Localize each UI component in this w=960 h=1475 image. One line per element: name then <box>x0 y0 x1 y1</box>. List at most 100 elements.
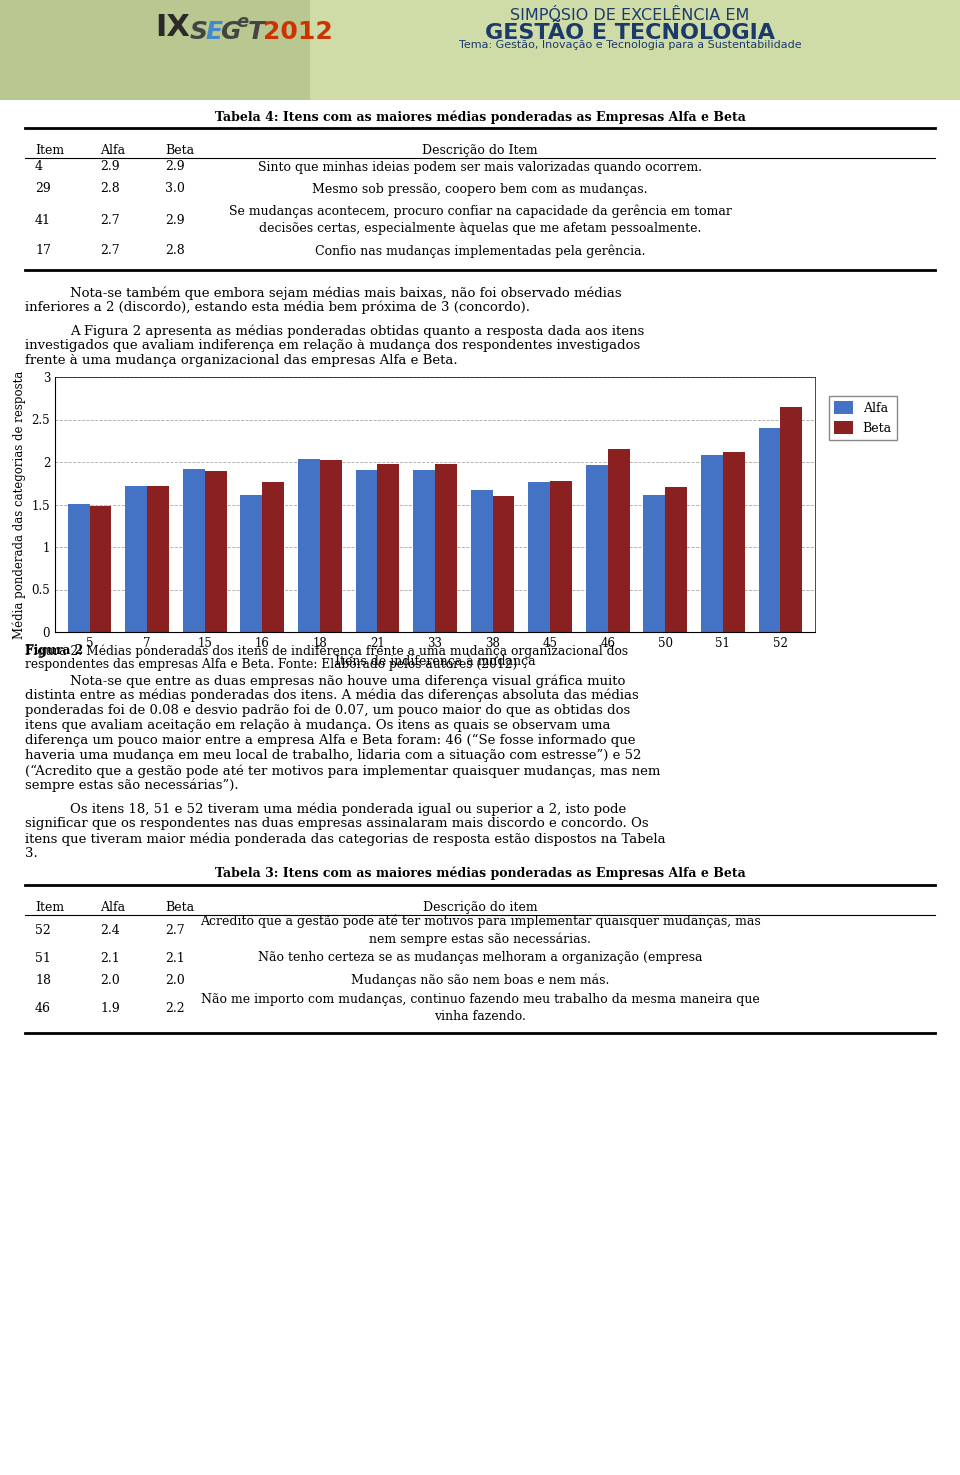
Text: Não tenho certeza se as mudanças melhoram a organização (empresa: Não tenho certeza se as mudanças melhora… <box>257 951 703 965</box>
Text: 46: 46 <box>35 1002 51 1015</box>
Text: GESTÃO E TECNOLOGIA: GESTÃO E TECNOLOGIA <box>485 24 775 43</box>
Text: diferença um pouco maior entre a empresa Alfa e Beta foram: 46 (“Se fosse inform: diferença um pouco maior entre a empresa… <box>25 735 636 748</box>
Bar <box>67 503 89 631</box>
Text: Nota-se também que embora sejam médias mais baixas, não foi observado médias: Nota-se também que embora sejam médias m… <box>70 286 622 299</box>
Text: 29: 29 <box>35 183 51 196</box>
Bar <box>701 456 723 631</box>
Bar <box>89 506 111 631</box>
Text: significar que os respondentes nas duas empresas assinalaram mais discordo e con: significar que os respondentes nas duas … <box>25 817 649 830</box>
Text: Mudanças não são nem boas e nem más.: Mudanças não são nem boas e nem más. <box>350 974 610 987</box>
Text: A Figura 2 apresenta as médias ponderadas obtidas quanto a resposta dada aos ite: A Figura 2 apresenta as médias ponderada… <box>70 324 644 338</box>
Text: Figura 2: Figura 2 <box>25 645 84 656</box>
Text: 52: 52 <box>35 923 51 937</box>
Text: Alfa: Alfa <box>100 901 125 914</box>
Text: e: e <box>236 13 249 31</box>
Bar <box>586 466 608 631</box>
Bar <box>435 463 457 631</box>
Text: E: E <box>205 21 222 44</box>
Bar <box>608 450 630 631</box>
Text: Item: Item <box>35 145 64 156</box>
Text: Não me importo com mudanças, continuo fazendo meu trabalho da mesma maneira que
: Não me importo com mudanças, continuo fa… <box>201 993 759 1024</box>
Bar <box>125 485 147 631</box>
Text: 2.9: 2.9 <box>165 161 184 174</box>
Text: Sinto que minhas ideias podem ser mais valorizadas quando ocorrem.: Sinto que minhas ideias podem ser mais v… <box>258 161 702 174</box>
Text: 18: 18 <box>35 974 51 987</box>
Text: 2.0: 2.0 <box>165 974 184 987</box>
Text: 2.7: 2.7 <box>100 214 120 227</box>
Text: G: G <box>220 21 241 44</box>
Text: 2.1: 2.1 <box>165 951 184 965</box>
Bar <box>310 0 960 100</box>
Text: T: T <box>248 21 265 44</box>
Bar <box>665 487 687 631</box>
Text: Alfa: Alfa <box>100 145 125 156</box>
Text: Se mudanças acontecem, procuro confiar na capacidade da gerência em tomar
decisõ: Se mudanças acontecem, procuro confiar n… <box>228 205 732 235</box>
Text: 2.8: 2.8 <box>165 245 184 258</box>
Text: 2.7: 2.7 <box>165 923 184 937</box>
Text: 2.4: 2.4 <box>100 923 120 937</box>
Text: Confio nas mudanças implementadas pela gerência.: Confio nas mudanças implementadas pela g… <box>315 245 645 258</box>
Text: 2.8: 2.8 <box>100 183 120 196</box>
Text: 4: 4 <box>35 161 43 174</box>
Text: haveria uma mudança em meu local de trabalho, lidaria com a situação com estress: haveria uma mudança em meu local de trab… <box>25 749 641 763</box>
Bar <box>262 482 284 631</box>
Text: IX: IX <box>155 13 190 41</box>
Text: Descrição do Item: Descrição do Item <box>422 145 538 156</box>
Bar <box>355 469 377 631</box>
Text: 2.9: 2.9 <box>100 161 120 174</box>
Text: inferiores a 2 (discordo), estando esta média bem próxima de 3 (concordo).: inferiores a 2 (discordo), estando esta … <box>25 301 530 314</box>
Bar <box>528 481 550 631</box>
Bar <box>298 459 320 631</box>
Text: 17: 17 <box>35 245 51 258</box>
Bar <box>413 469 435 631</box>
Text: Mesmo sob pressão, coopero bem com as mudanças.: Mesmo sob pressão, coopero bem com as mu… <box>312 183 648 196</box>
Bar <box>377 463 399 631</box>
Bar <box>182 469 204 631</box>
Bar <box>147 485 169 631</box>
Bar <box>780 407 803 631</box>
Text: 2.9: 2.9 <box>165 214 184 227</box>
Text: Figura 2: Médias ponderadas dos itens de indiferença frente a uma mudança organi: Figura 2: Médias ponderadas dos itens de… <box>25 645 628 658</box>
Text: 1.9: 1.9 <box>100 1002 120 1015</box>
Text: Acredito que a gestão pode até ter motivos para implementar quaisquer mudanças, : Acredito que a gestão pode até ter motiv… <box>200 914 760 945</box>
Text: 41: 41 <box>35 214 51 227</box>
Bar <box>758 428 780 631</box>
Y-axis label: Média ponderada das categorias de resposta: Média ponderada das categorias de respos… <box>12 370 26 639</box>
Text: Beta: Beta <box>165 145 194 156</box>
Text: 3.0: 3.0 <box>165 183 185 196</box>
Text: distinta entre as médias ponderadas dos itens. A média das diferenças absoluta d: distinta entre as médias ponderadas dos … <box>25 689 638 702</box>
Bar <box>550 481 572 631</box>
Bar <box>320 460 342 631</box>
Text: Tema: Gestão, Inovação e Tecnologia para a Sustentabilidade: Tema: Gestão, Inovação e Tecnologia para… <box>459 40 802 50</box>
Text: 51: 51 <box>35 951 51 965</box>
Text: 2.0: 2.0 <box>100 974 120 987</box>
Bar <box>204 471 227 631</box>
Text: frente à uma mudança organizacional das empresas Alfa e Beta.: frente à uma mudança organizacional das … <box>25 354 458 367</box>
Bar <box>723 451 745 631</box>
Text: respondentes das empresas Alfa e Beta. Fonte: Elaborado pelos autores (2012): respondentes das empresas Alfa e Beta. F… <box>25 658 517 671</box>
Text: Os itens 18, 51 e 52 tiveram uma média ponderada igual ou superior a 2, isto pod: Os itens 18, 51 e 52 tiveram uma média p… <box>70 802 626 816</box>
Text: S: S <box>190 21 208 44</box>
Text: Tabela 3: Itens com as maiores médias ponderadas as Empresas Alfa e Beta: Tabela 3: Itens com as maiores médias po… <box>215 867 745 881</box>
Text: 2.7: 2.7 <box>100 245 120 258</box>
Text: sempre estas são necessárias”).: sempre estas são necessárias”). <box>25 779 239 792</box>
Bar <box>0 0 960 100</box>
Text: Nota-se que entre as duas empresas não houve uma diferença visual gráfica muito: Nota-se que entre as duas empresas não h… <box>70 674 625 687</box>
Bar <box>240 496 262 631</box>
Bar <box>470 490 492 631</box>
X-axis label: Itens de indiferença à mudança: Itens de indiferença à mudança <box>335 655 536 668</box>
Text: (“Acredito que a gestão pode até ter motivos para implementar quaisquer mudanças: (“Acredito que a gestão pode até ter mot… <box>25 764 660 777</box>
Text: 2.2: 2.2 <box>165 1002 184 1015</box>
Text: investigados que avaliam indiferença em relação à mudança dos respondentes inves: investigados que avaliam indiferença em … <box>25 339 640 353</box>
Legend: Alfa, Beta: Alfa, Beta <box>828 395 897 440</box>
Text: Beta: Beta <box>165 901 194 914</box>
Text: Item: Item <box>35 901 64 914</box>
Text: 2012: 2012 <box>263 21 333 44</box>
Text: Descrição do item: Descrição do item <box>422 901 538 914</box>
Text: itens que tiveram maior média ponderada das categorias de resposta estão dispost: itens que tiveram maior média ponderada … <box>25 832 665 845</box>
Text: 3.: 3. <box>25 847 37 860</box>
Text: Tabela 4: Itens com as maiores médias ponderadas as Empresas Alfa e Beta: Tabela 4: Itens com as maiores médias po… <box>215 111 745 124</box>
Text: 2.1: 2.1 <box>100 951 120 965</box>
Bar <box>643 496 665 631</box>
Text: itens que avaliam aceitação em relação à mudança. Os itens as quais se observam : itens que avaliam aceitação em relação à… <box>25 718 611 732</box>
